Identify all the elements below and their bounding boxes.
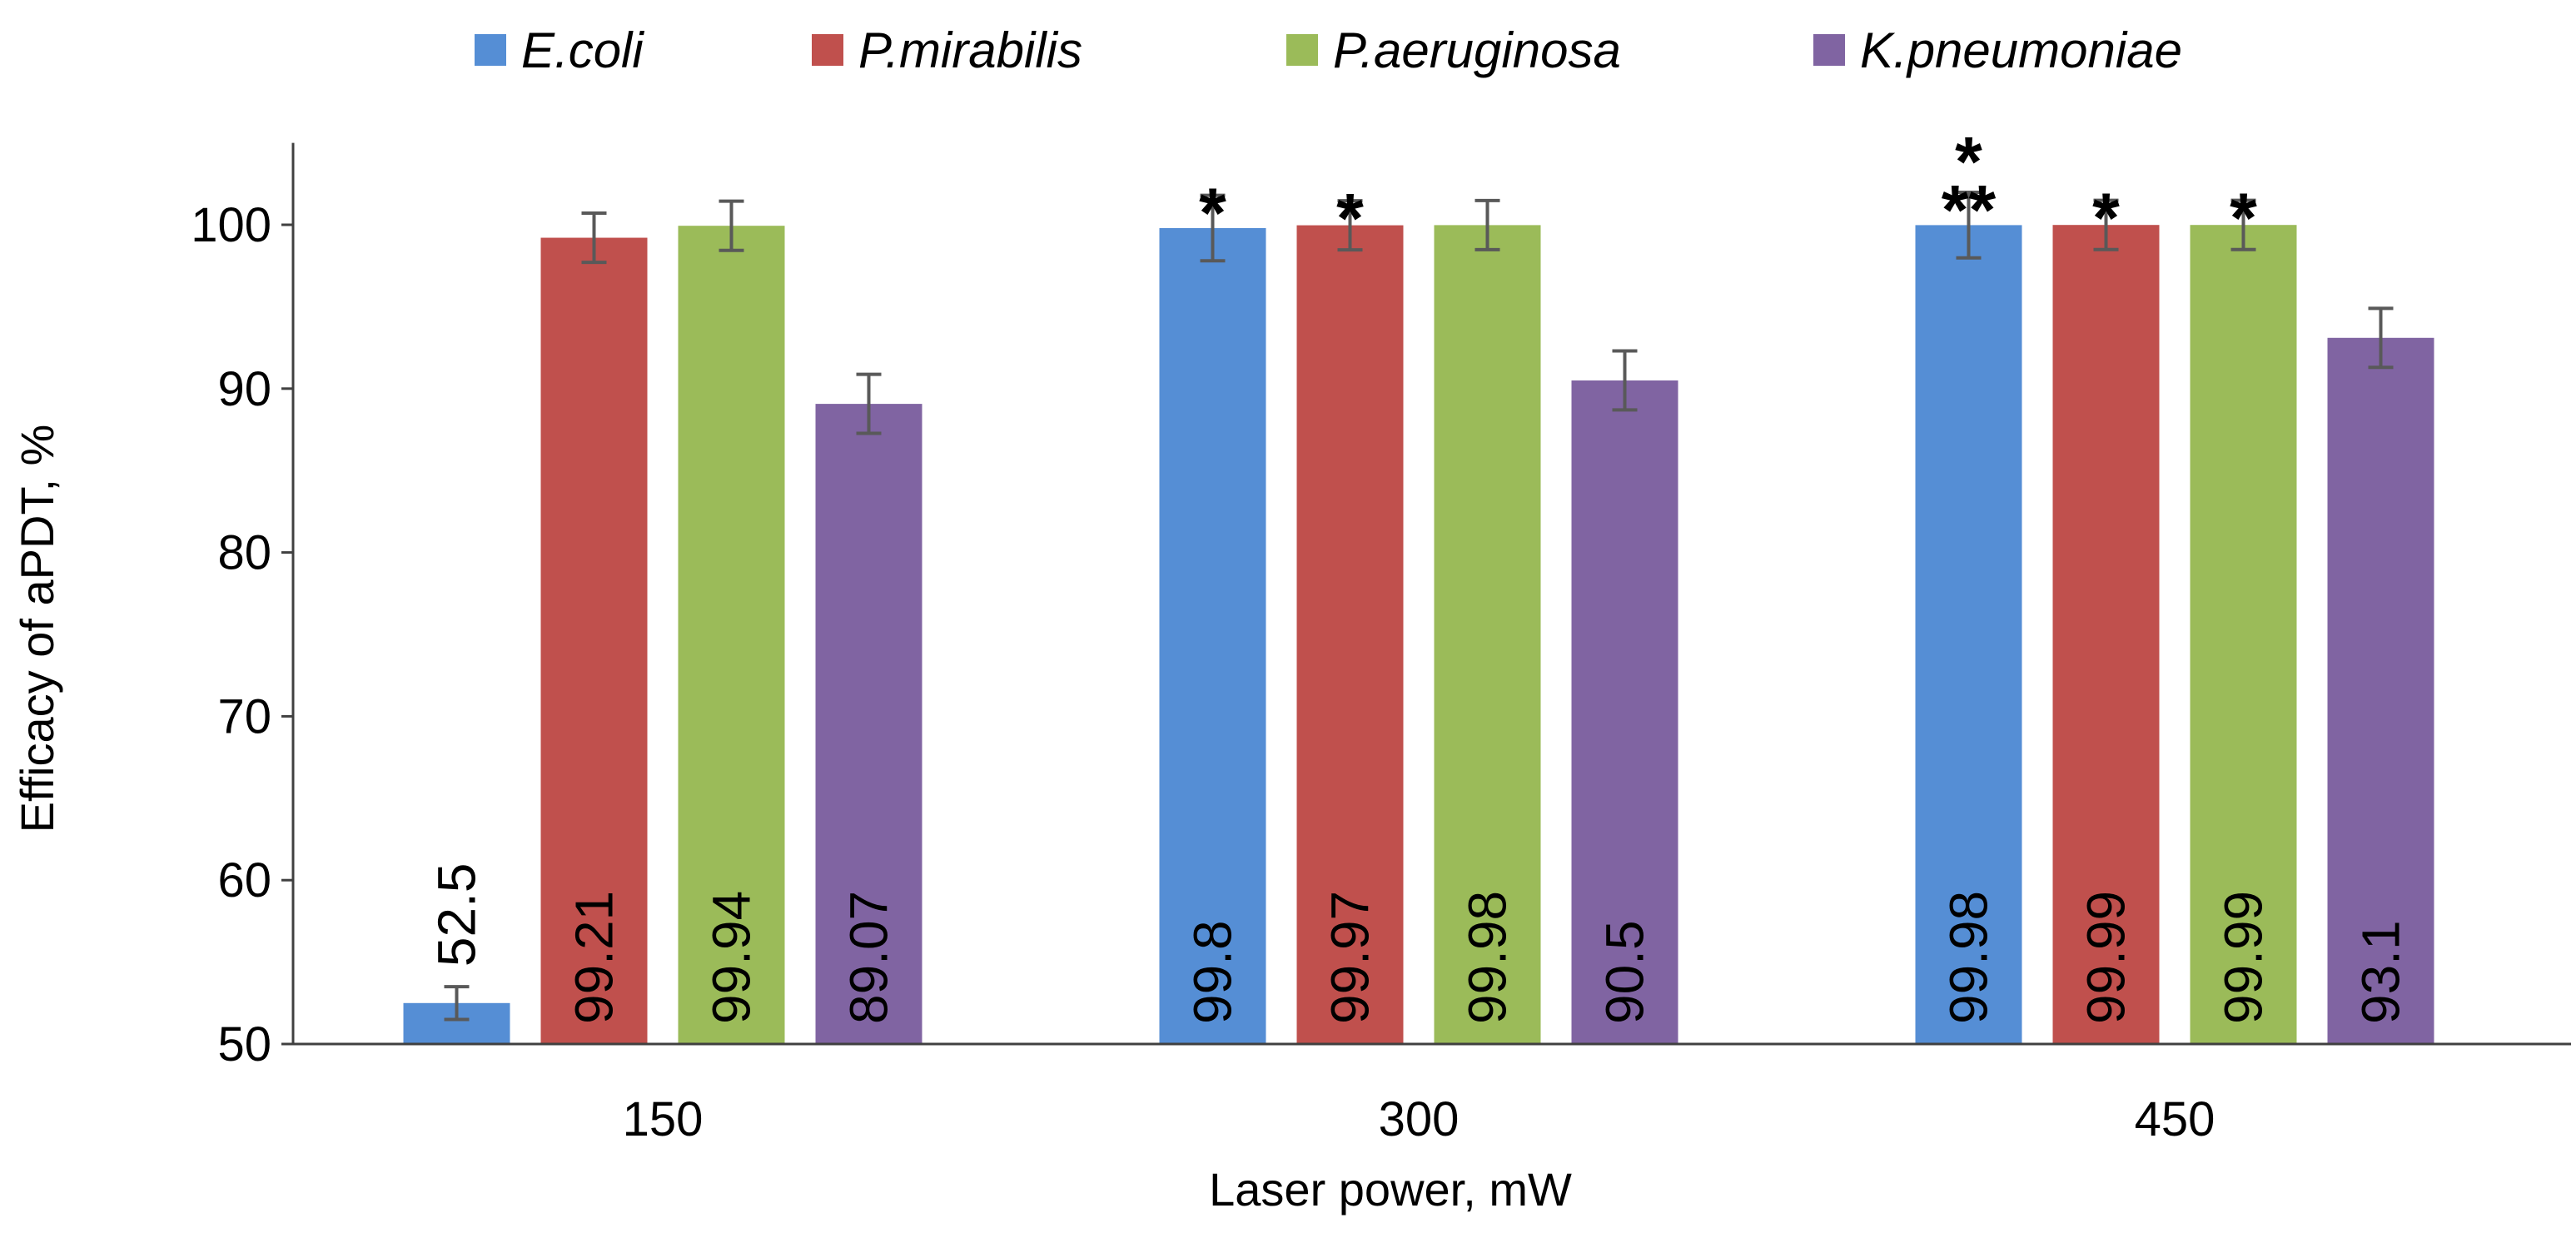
value-label-k-pneumoniae-450: 93.1 <box>2351 920 2411 1024</box>
error-bar-k-pneumoniae-450 <box>2368 306 2394 370</box>
y-tick-label: 100 <box>191 198 271 252</box>
value-labels: 52.5 99.8 99.98 99.21 99.97 99.99 99.94 99.98 99… <box>427 863 2411 1024</box>
legend-entry-p-aeruginosa: P.aeruginosa <box>1286 22 1621 78</box>
legend-swatch-k-pneumoniae <box>1813 34 1845 66</box>
legend-entry-p-mirabilis: P.mirabilis <box>812 22 1082 78</box>
significance-mark-p-mirabilis-300: * <box>1336 179 1364 257</box>
value-label-k-pneumoniae-300: 90.5 <box>1595 920 1655 1024</box>
bar-k-pneumoniae-450 <box>2327 337 2434 1044</box>
error-bars <box>444 191 2394 1022</box>
error-bar-p-aeruginosa-300 <box>1474 198 1500 251</box>
bar-p-aeruginosa-450 <box>2190 225 2297 1045</box>
value-label-e-coli-150: 52.5 <box>427 863 487 967</box>
value-label-p-mirabilis-300: 99.97 <box>1320 891 1380 1024</box>
x-tick-label: 450 <box>2135 1092 2215 1146</box>
legend-swatch-p-aeruginosa <box>1286 34 1318 66</box>
legend-swatch-p-mirabilis <box>812 34 843 66</box>
legend-label-p-mirabilis: P.mirabilis <box>858 22 1082 78</box>
bar-k-pneumoniae-300 <box>1571 380 1678 1045</box>
x-tick-label: 150 <box>623 1092 704 1146</box>
error-bar-p-mirabilis-450 <box>2093 198 2119 251</box>
error-bar-k-pneumoniae-300 <box>1612 349 1638 412</box>
x-tick-label: 300 <box>1379 1092 1460 1146</box>
error-bar-p-mirabilis-300 <box>1337 199 1363 252</box>
error-bar-e-coli-450 <box>1956 191 1982 260</box>
bar-p-mirabilis-450 <box>2052 225 2160 1045</box>
y-tick-label: 80 <box>217 526 271 580</box>
significance-mark-p-mirabilis-450: * <box>2092 179 2120 257</box>
bar-k-pneumoniae-150 <box>815 404 922 1044</box>
value-label-p-aeruginosa-300: 99.98 <box>1458 891 1518 1024</box>
bar-p-mirabilis-300 <box>1296 225 1404 1044</box>
bar-e-coli-450 <box>1915 225 2022 1045</box>
x-axis-title: Laser power, mW <box>1209 1163 1572 1216</box>
error-bar-p-aeruginosa-450 <box>2230 198 2256 251</box>
value-label-p-mirabilis-150: 99.21 <box>564 891 624 1024</box>
axes: 50 60 70 80 90 100 150 300 450 <box>191 142 2571 1146</box>
bar-p-aeruginosa-150 <box>678 226 785 1044</box>
legend-entry-k-pneumoniae: K.pneumoniae <box>1813 22 2182 78</box>
error-bar-e-coli-150 <box>444 985 470 1022</box>
significance-mark-p-aeruginosa-450: * <box>2230 179 2257 257</box>
value-label-k-pneumoniae-150: 89.07 <box>839 891 899 1024</box>
y-tick-label: 70 <box>217 689 271 743</box>
legend-label-e-coli: E.coli <box>521 22 644 78</box>
legend-label-k-pneumoniae: K.pneumoniae <box>1860 22 2182 78</box>
legend-entry-e-coli: E.coli <box>475 22 644 78</box>
significance-annotations: ** *** * * <box>1199 122 2257 257</box>
error-bar-e-coli-300 <box>1200 193 1226 263</box>
y-tick-label: 60 <box>217 853 271 907</box>
bars <box>403 225 2434 1045</box>
legend-swatch-e-coli <box>475 34 506 66</box>
value-label-p-aeruginosa-150: 99.94 <box>702 891 762 1024</box>
value-label-e-coli-300: 99.8 <box>1183 920 1243 1024</box>
bar-e-coli-300 <box>1159 227 1266 1044</box>
value-label-p-aeruginosa-450: 99.99 <box>2214 891 2274 1024</box>
bar-p-aeruginosa-300 <box>1434 225 1541 1045</box>
significance-mark-e-coli-300: * <box>1199 174 1226 252</box>
significance-mark-e-coli-450: * ** <box>1942 122 1997 249</box>
error-bar-p-mirabilis-150 <box>581 211 607 265</box>
bar-p-mirabilis-150 <box>540 237 648 1044</box>
y-tick-label: 50 <box>217 1017 271 1071</box>
value-label-e-coli-450: 99.98 <box>1939 891 1999 1024</box>
legend: E.coli P.mirabilis P.aeruginosa K.pneumonia… <box>475 22 2182 78</box>
error-bar-k-pneumoniae-150 <box>856 372 882 435</box>
value-label-p-mirabilis-450: 99.99 <box>2076 891 2136 1024</box>
y-tick-label: 90 <box>217 362 271 416</box>
y-axis-title: Efficacy of aPDT, % <box>11 425 63 833</box>
error-bar-p-aeruginosa-150 <box>719 199 744 252</box>
legend-label-p-aeruginosa: P.aeruginosa <box>1333 22 1621 78</box>
